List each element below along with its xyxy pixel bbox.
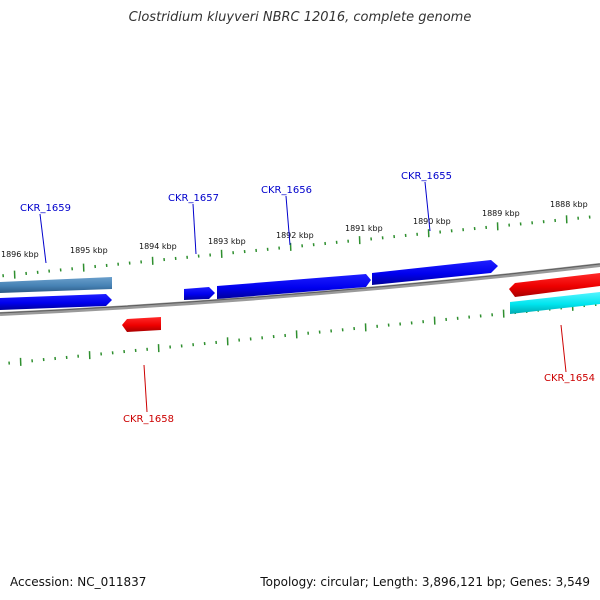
gene-label-ckr-1654[interactable]: CKR_1654 bbox=[544, 373, 595, 384]
gene-block-ckr-1656[interactable] bbox=[217, 274, 371, 299]
gene-block-ckr-1654[interactable] bbox=[509, 273, 600, 297]
gene-block-ckr-1657[interactable] bbox=[184, 287, 215, 300]
kbp-label: 1895 kbp bbox=[70, 246, 108, 255]
genome-backbone-edge bbox=[0, 263, 600, 314]
kbp-label: 1889 kbp bbox=[482, 209, 520, 218]
kbp-label: 1892 kbp bbox=[276, 231, 314, 240]
gene-block-ckr-1660[interactable] bbox=[0, 294, 112, 310]
gene-label-ckr-1656[interactable]: CKR_1656 bbox=[261, 185, 312, 196]
kbp-label: 1891 kbp bbox=[345, 224, 383, 233]
gene-block-ckr-1658[interactable] bbox=[122, 317, 161, 332]
callout-line-ckr-1657 bbox=[192, 203, 197, 255]
callout-line-ckr-1658 bbox=[143, 364, 148, 413]
callout-line-ckr-1654 bbox=[560, 324, 567, 373]
accession-text: Accession: NC_011837 bbox=[10, 575, 147, 589]
gene-block-ckr-1659[interactable] bbox=[0, 277, 112, 293]
gene-label-ckr-1655[interactable]: CKR_1655 bbox=[401, 171, 452, 182]
callout-line-ckr-1659 bbox=[39, 213, 47, 264]
callout-line-ckr-1656 bbox=[285, 195, 291, 246]
kbp-label: 1890 kbp bbox=[413, 217, 451, 226]
map-title: Clostridium kluyveri NBRC 12016, complet… bbox=[128, 10, 472, 25]
gene-label-ckr-1658[interactable]: CKR_1658 bbox=[123, 414, 174, 425]
kbp-label: 1896 kbp bbox=[1, 250, 39, 259]
genome-summary-text: Topology: circular; Length: 3,896,121 bp… bbox=[260, 575, 590, 589]
gene-block-ckr-1655[interactable] bbox=[372, 260, 498, 285]
kbp-label: 1888 kbp bbox=[550, 200, 588, 209]
gene-label-ckr-1657[interactable]: CKR_1657 bbox=[168, 193, 219, 204]
callout-line-ckr-1655 bbox=[424, 181, 431, 232]
gene-block-rna[interactable] bbox=[510, 292, 600, 314]
gene-labels: CKR_1659 CKR_1657 CKR_1656 CKR_1655 CKR_… bbox=[20, 171, 595, 425]
gene-features bbox=[0, 260, 600, 332]
genome-backbone bbox=[0, 263, 600, 316]
kbp-label: 1893 kbp bbox=[208, 237, 246, 246]
gene-callouts bbox=[39, 181, 567, 413]
gene-label-ckr-1659[interactable]: CKR_1659 bbox=[20, 203, 71, 214]
kbp-label: 1894 kbp bbox=[139, 242, 177, 251]
inner-tick-ruler bbox=[8, 302, 597, 366]
kbp-label-group: 1896 kbp 1895 kbp 1894 kbp 1893 kbp 1892 kbp… bbox=[1, 200, 588, 259]
outer-tick-ruler bbox=[2, 215, 591, 279]
